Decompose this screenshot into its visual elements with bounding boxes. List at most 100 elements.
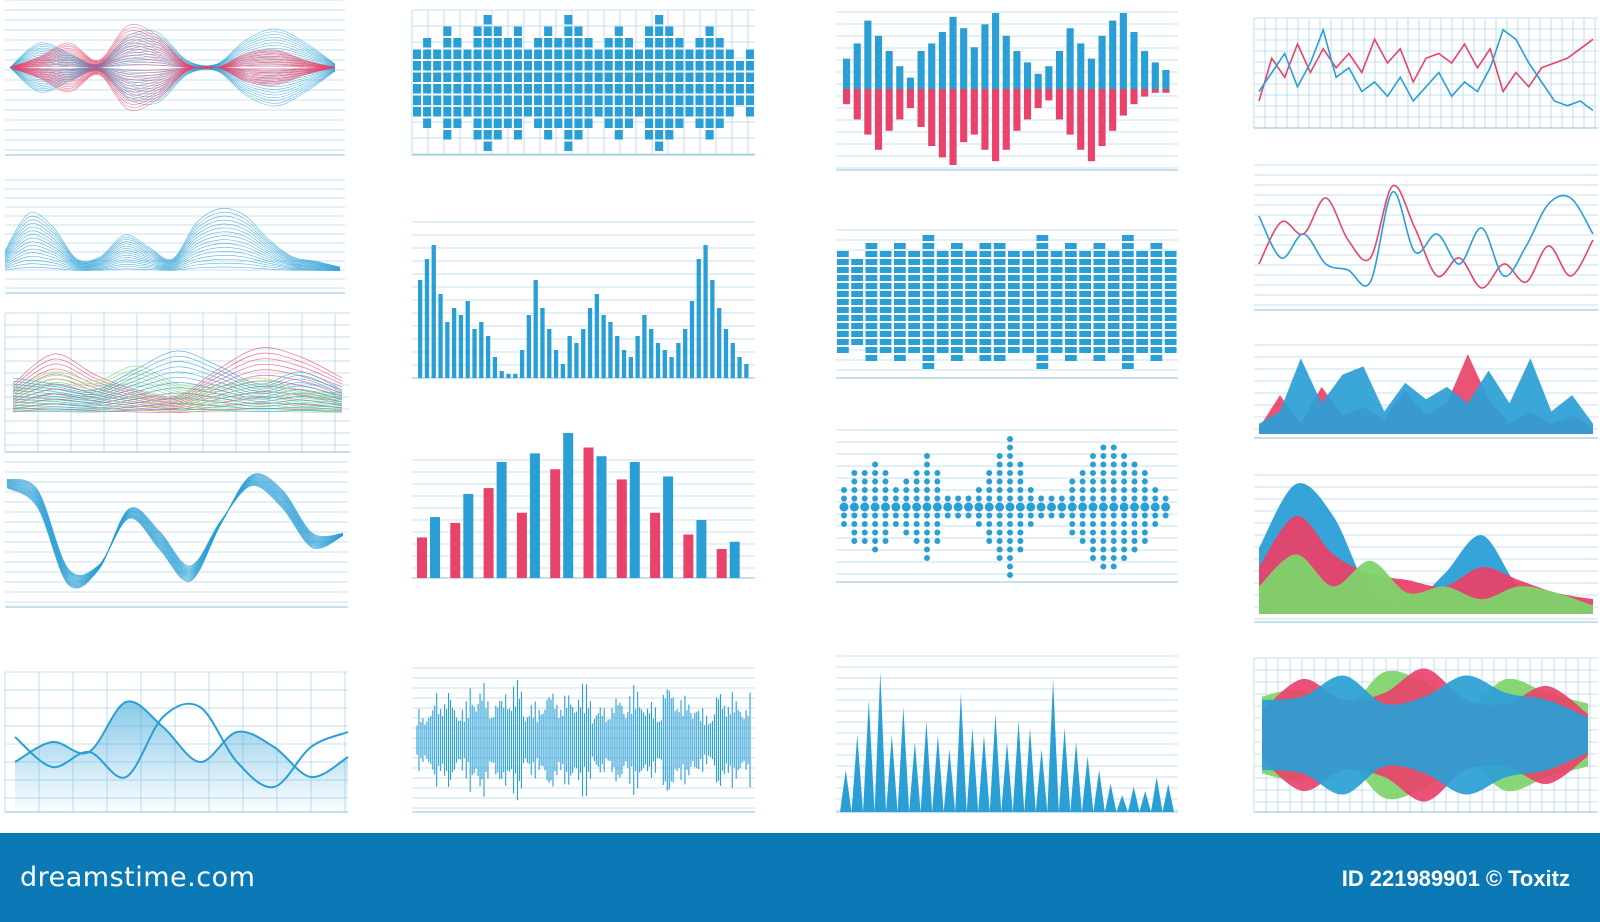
series-red-line bbox=[9, 36, 336, 69]
bar-block bbox=[574, 38, 583, 48]
dot bbox=[1141, 512, 1148, 519]
wave-block bbox=[936, 307, 949, 313]
bar-block bbox=[624, 38, 633, 48]
dot bbox=[913, 495, 920, 502]
bar-block bbox=[705, 130, 714, 140]
dot bbox=[1100, 444, 1107, 451]
wave-block bbox=[965, 323, 977, 329]
bar-block bbox=[594, 95, 603, 105]
wave-block bbox=[1164, 275, 1177, 281]
bar-down bbox=[981, 89, 989, 150]
mesh-line bbox=[4, 207, 341, 268]
wave-block bbox=[965, 299, 977, 305]
bar-block bbox=[574, 26, 583, 36]
wave-block bbox=[951, 331, 963, 337]
wave-block bbox=[1164, 339, 1177, 345]
series-red-line bbox=[9, 42, 336, 69]
bar-block bbox=[523, 107, 533, 117]
dot bbox=[1090, 521, 1096, 527]
bar-down bbox=[1034, 89, 1042, 108]
dot bbox=[1110, 538, 1117, 544]
wave-block bbox=[979, 339, 992, 345]
dot bbox=[996, 487, 1003, 493]
bar-up bbox=[981, 24, 989, 89]
dot bbox=[1100, 487, 1107, 493]
mesh-line bbox=[4, 215, 341, 268]
dot bbox=[934, 487, 941, 493]
dot bbox=[1100, 546, 1107, 553]
wave-block bbox=[837, 283, 849, 289]
wave-block bbox=[1122, 347, 1134, 353]
wave-block bbox=[879, 299, 892, 305]
dot bbox=[1038, 495, 1045, 502]
histogram-bar bbox=[451, 308, 457, 378]
bar-up bbox=[1055, 51, 1064, 89]
dot bbox=[1079, 521, 1086, 527]
wave-block bbox=[1093, 339, 1106, 345]
brand-logo[interactable]: dreamstime.com bbox=[20, 862, 256, 893]
chart-panel-c1 bbox=[5, 0, 345, 156]
bar-down bbox=[1141, 89, 1149, 97]
dot bbox=[955, 512, 962, 519]
wave-block bbox=[965, 347, 977, 353]
wave-block bbox=[865, 275, 878, 281]
dot bbox=[1079, 529, 1086, 536]
wave-block bbox=[1022, 259, 1034, 265]
series-red-line bbox=[9, 66, 336, 84]
bar-block bbox=[665, 72, 674, 82]
wave-block bbox=[1107, 275, 1120, 281]
bar-block bbox=[544, 95, 553, 105]
series-area bbox=[15, 701, 348, 812]
wave-block bbox=[879, 315, 892, 321]
wave-block bbox=[1050, 251, 1063, 257]
dot bbox=[851, 495, 858, 502]
ribbon-blue bbox=[12, 397, 343, 409]
bar-down bbox=[992, 89, 1000, 162]
bar-block bbox=[715, 49, 724, 59]
wave-block bbox=[993, 299, 1006, 305]
dot bbox=[1110, 529, 1117, 536]
dot bbox=[974, 502, 984, 512]
dot bbox=[1141, 538, 1148, 544]
wave-block bbox=[922, 275, 935, 281]
wave-block bbox=[1022, 291, 1034, 297]
dot bbox=[1110, 444, 1117, 451]
bar-block bbox=[503, 107, 512, 117]
wave-block bbox=[922, 307, 935, 313]
bar-block bbox=[594, 61, 603, 71]
series-blue-line bbox=[9, 39, 336, 68]
bar-block bbox=[655, 95, 664, 105]
wave-block bbox=[894, 259, 906, 265]
series-red-line bbox=[9, 66, 336, 102]
dot bbox=[1121, 529, 1128, 536]
dot bbox=[1100, 461, 1107, 468]
bar-block bbox=[443, 72, 452, 82]
dot bbox=[872, 538, 879, 544]
wave-block bbox=[1136, 331, 1148, 337]
wave-block bbox=[1036, 363, 1049, 369]
wave-block bbox=[908, 259, 920, 265]
series-line bbox=[14, 702, 349, 789]
dot bbox=[1007, 478, 1013, 485]
wave-block bbox=[965, 267, 977, 273]
bar-block bbox=[433, 107, 442, 117]
bar-block bbox=[584, 95, 593, 105]
dot bbox=[975, 495, 982, 502]
histogram-bar bbox=[683, 329, 688, 378]
wave-block bbox=[922, 355, 935, 361]
wave-block bbox=[837, 251, 849, 257]
dot bbox=[965, 495, 972, 502]
dot bbox=[924, 546, 930, 553]
bar-block bbox=[443, 118, 452, 128]
spike bbox=[1093, 770, 1105, 812]
bar-block bbox=[463, 95, 472, 105]
dot bbox=[1007, 495, 1013, 502]
dot bbox=[1027, 487, 1034, 493]
series-blue-line bbox=[9, 67, 336, 107]
wave-block bbox=[1150, 323, 1163, 329]
dot bbox=[1121, 521, 1128, 527]
wave-block bbox=[979, 315, 992, 321]
histogram-bar bbox=[717, 308, 722, 378]
dot bbox=[1057, 502, 1067, 512]
bar-block bbox=[655, 61, 664, 71]
